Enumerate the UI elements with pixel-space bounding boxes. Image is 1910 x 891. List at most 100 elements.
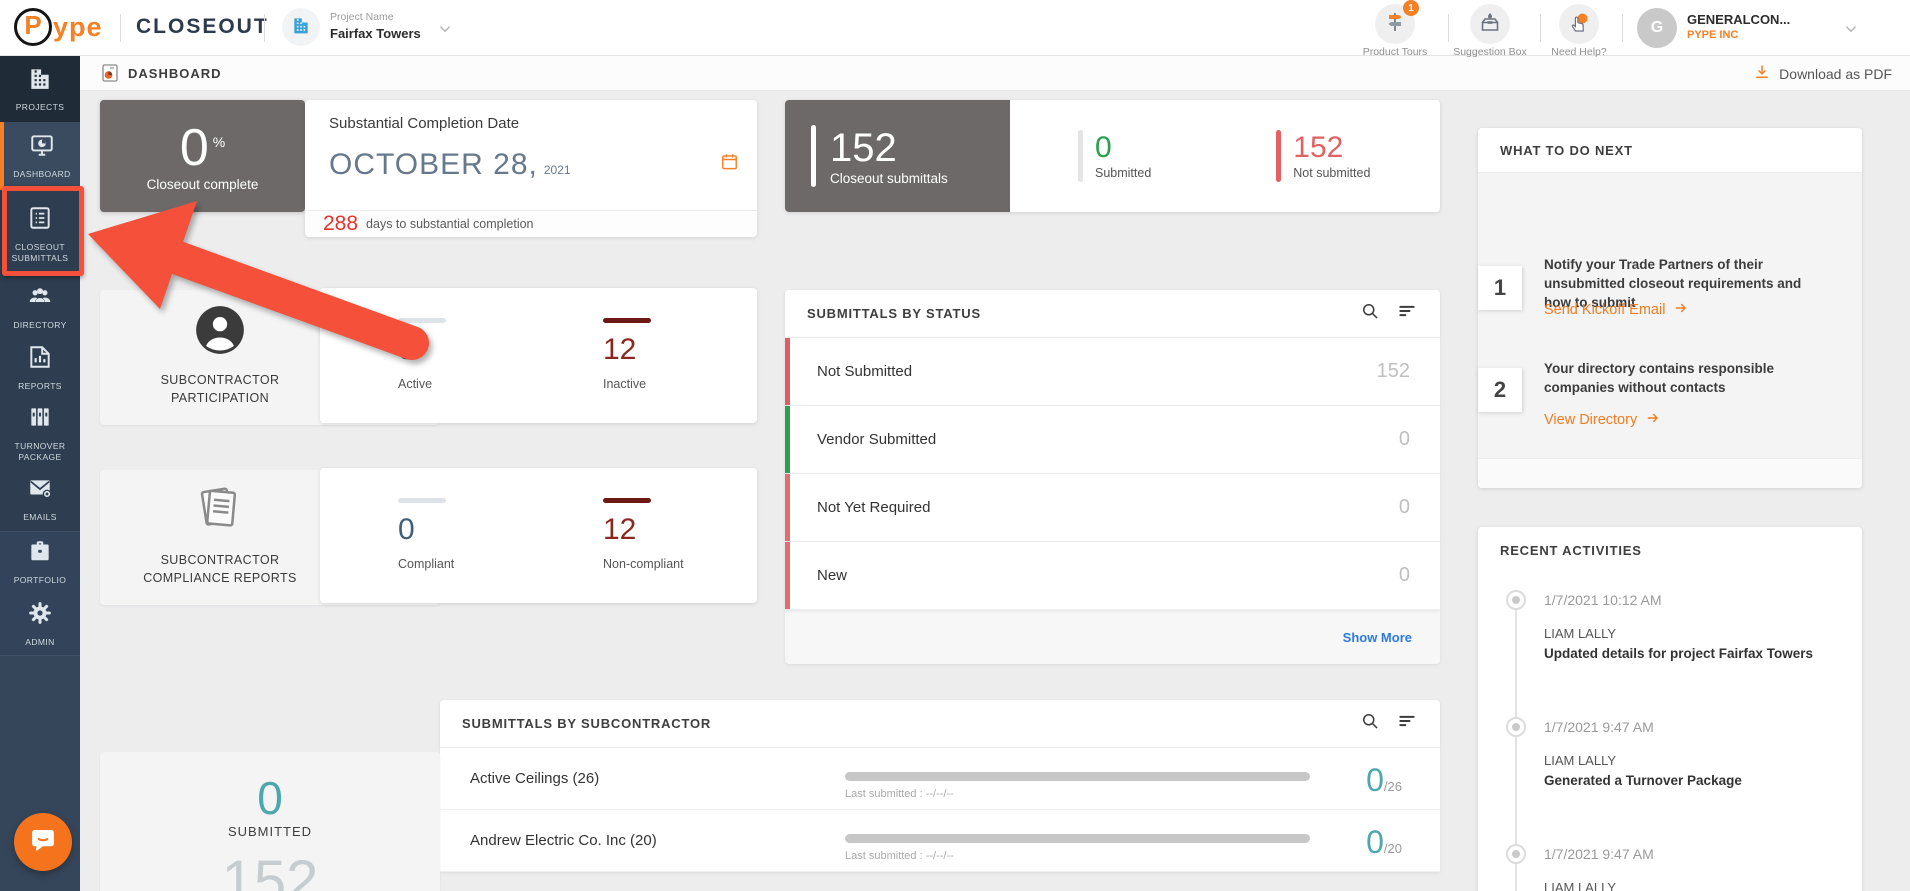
- help-hand-icon: [1567, 10, 1591, 39]
- send-kickoff-email-link[interactable]: Send Kickoff Email: [1544, 301, 1689, 319]
- timeline-dot: [1506, 844, 1526, 864]
- status-panel-header: SUBMITTALS BY STATUS: [785, 290, 1440, 338]
- dashboard-icon: [29, 132, 55, 163]
- signpost-icon: [1383, 10, 1407, 39]
- project-selector[interactable]: Fairfax Towers: [330, 26, 421, 41]
- submitted-count: 0: [257, 772, 283, 824]
- sidebar-item-dashboard[interactable]: DASHBOARD: [0, 122, 80, 190]
- show-more-link[interactable]: Show More: [1342, 629, 1412, 645]
- page-bar: DASHBOARD Download as PDF: [80, 56, 1910, 91]
- pype-logo: P ype: [14, 8, 103, 46]
- status-row-not-yet-required[interactable]: Not Yet Required 0: [785, 474, 1440, 542]
- header-divider: [1448, 14, 1449, 42]
- suggestion-box-icon: [1478, 10, 1502, 39]
- activity-time: 1/7/2021 10:12 AM: [1544, 592, 1662, 608]
- sidebar-item-emails[interactable]: EMAILS: [0, 466, 80, 532]
- binders-icon: [27, 404, 53, 435]
- submitted-ratio: 0/26: [1366, 762, 1402, 798]
- activity-user: LIAM LALLY: [1544, 753, 1617, 768]
- download-icon: [1753, 63, 1771, 84]
- briefcase-icon: [27, 538, 53, 569]
- chat-widget-button[interactable]: [14, 813, 72, 871]
- activity-time: 1/7/2021 9:47 AM: [1544, 846, 1654, 862]
- submitted-stat: 0 Submitted: [1078, 130, 1151, 182]
- subcontractor-row[interactable]: Active Ceilings (26) Last submitted : --…: [440, 748, 1440, 810]
- closeout-complete-label: Closeout complete: [146, 176, 259, 192]
- status-row-new[interactable]: New 0: [785, 542, 1440, 610]
- submittals-by-subcontractor-panel: SUBMITTALS BY SUBCONTRACTOR Active Ceili…: [440, 700, 1440, 891]
- user-company: PYPE INC: [1687, 29, 1739, 41]
- activity-time: 1/7/2021 9:47 AM: [1544, 719, 1654, 735]
- not-submitted-count: 152: [221, 849, 319, 891]
- sidebar-item-reports[interactable]: REPORTS: [0, 336, 80, 400]
- person-avatar-icon: [194, 306, 246, 360]
- search-icon[interactable]: [1360, 711, 1380, 736]
- product-tours-button[interactable]: 1 Product Tours: [1350, 0, 1440, 58]
- status-row-vendor-submitted[interactable]: Vendor Submitted 0: [785, 406, 1440, 474]
- todo-step-number: 1: [1478, 266, 1522, 310]
- search-icon[interactable]: [1360, 301, 1380, 326]
- sort-icon[interactable]: [1396, 711, 1418, 736]
- progress-bar: [845, 834, 1310, 843]
- substantial-completion-card: Substantial Completion Date OCTOBER 28, 2…: [305, 100, 757, 237]
- accent-bar: [1078, 130, 1083, 182]
- view-directory-link[interactable]: View Directory: [1544, 411, 1661, 429]
- download-pdf-button[interactable]: Download as PDF: [1753, 63, 1892, 84]
- participation-title: SUBCONTRACTOR PARTICIPATION: [160, 373, 280, 405]
- recent-activities-panel: RECENT ACTIVITIES 1/7/2021 10:12 AM LIAM…: [1478, 527, 1862, 891]
- activity-user: LIAM LALLY: [1544, 626, 1617, 641]
- chevron-down-icon[interactable]: [436, 20, 454, 38]
- activity-action: Updated details for project Fairfax Towe…: [1544, 646, 1814, 661]
- timeline-dot: [1506, 717, 1526, 737]
- top-header: P ype CLOSEOUT Project Name Fairfax Towe…: [0, 0, 1910, 58]
- sort-icon[interactable]: [1396, 301, 1418, 326]
- accent-bar: [1276, 130, 1282, 182]
- status-color-bar: [785, 338, 790, 405]
- project-label: Project Name: [330, 11, 394, 23]
- what-to-do-next-panel: WHAT TO DO NEXT 1 Notify your Trade Part…: [1478, 128, 1862, 488]
- arrow-right-icon: [1645, 411, 1661, 429]
- substantial-title: Substantial Completion Date: [329, 115, 520, 132]
- status-panel-title: SUBMITTALS BY STATUS: [807, 306, 981, 321]
- submitted-ratio: 0/20: [1366, 824, 1402, 860]
- sidebar-item-turnover-package[interactable]: TURNOVER PACKAGE: [0, 400, 80, 466]
- timeline-line: [1515, 605, 1517, 891]
- submittals-total-section: 152 Closeout submittals: [785, 100, 1010, 212]
- need-help-button[interactable]: Need Help?: [1534, 4, 1624, 58]
- days-remaining-value: 288: [323, 212, 359, 235]
- timeline-dot: [1506, 590, 1526, 610]
- subcontractor-row[interactable]: Andrew Electric Co. Inc (20) Last submit…: [440, 810, 1440, 872]
- product-tours-badge: 1: [1403, 0, 1419, 16]
- substantial-date: OCTOBER 28, 2021: [329, 148, 571, 181]
- closeout-complete-card: 0% Closeout complete: [100, 100, 305, 212]
- substantial-footer: 288 days to substantial completion: [305, 210, 757, 237]
- sidebar-item-closeout-submittals[interactable]: CLOSEOUT SUBMITTALS: [0, 190, 80, 278]
- todo-step-number: 2: [1478, 368, 1522, 412]
- suggestion-box-button[interactable]: Suggestion Box: [1445, 4, 1535, 58]
- sidebar-item-projects[interactable]: PROJECTS: [0, 56, 80, 122]
- header-divider: [264, 14, 265, 42]
- sidebar-item-portfolio[interactable]: PORTFOLIO: [0, 532, 80, 592]
- user-name: GENERALCON...: [1687, 12, 1791, 27]
- submittals-by-status-panel: SUBMITTALS BY STATUS Not Submitted 152 V…: [785, 290, 1440, 664]
- sidebar-item-directory[interactable]: DIRECTORY: [0, 278, 80, 336]
- sidebar-item-admin[interactable]: ADMIN: [0, 592, 80, 656]
- participation-stats-card: 0 Active 12 Inactive: [320, 288, 757, 423]
- status-row-not-submitted[interactable]: Not Submitted 152: [785, 338, 1440, 406]
- user-avatar[interactable]: G: [1637, 8, 1677, 48]
- arrow-right-icon: [1673, 301, 1689, 319]
- chevron-down-icon[interactable]: [1842, 20, 1860, 38]
- submittals-total-value: 152: [830, 125, 897, 170]
- activity-user: LIAM LALLY: [1544, 880, 1617, 891]
- people-icon: [27, 283, 53, 314]
- report-chart-icon: [27, 344, 53, 375]
- accent-bar: [811, 125, 816, 187]
- project-avatar: [282, 8, 320, 46]
- todo-panel-title: WHAT TO DO NEXT: [1500, 142, 1633, 158]
- todo-panel-footer: [1478, 458, 1862, 488]
- accent-bar: [398, 318, 446, 323]
- subs-panel-header: SUBMITTALS BY SUBCONTRACTOR: [440, 700, 1440, 748]
- compliant-stat: 0 Compliant: [398, 498, 454, 571]
- calendar-icon[interactable]: [720, 152, 739, 176]
- accent-bar: [603, 318, 651, 323]
